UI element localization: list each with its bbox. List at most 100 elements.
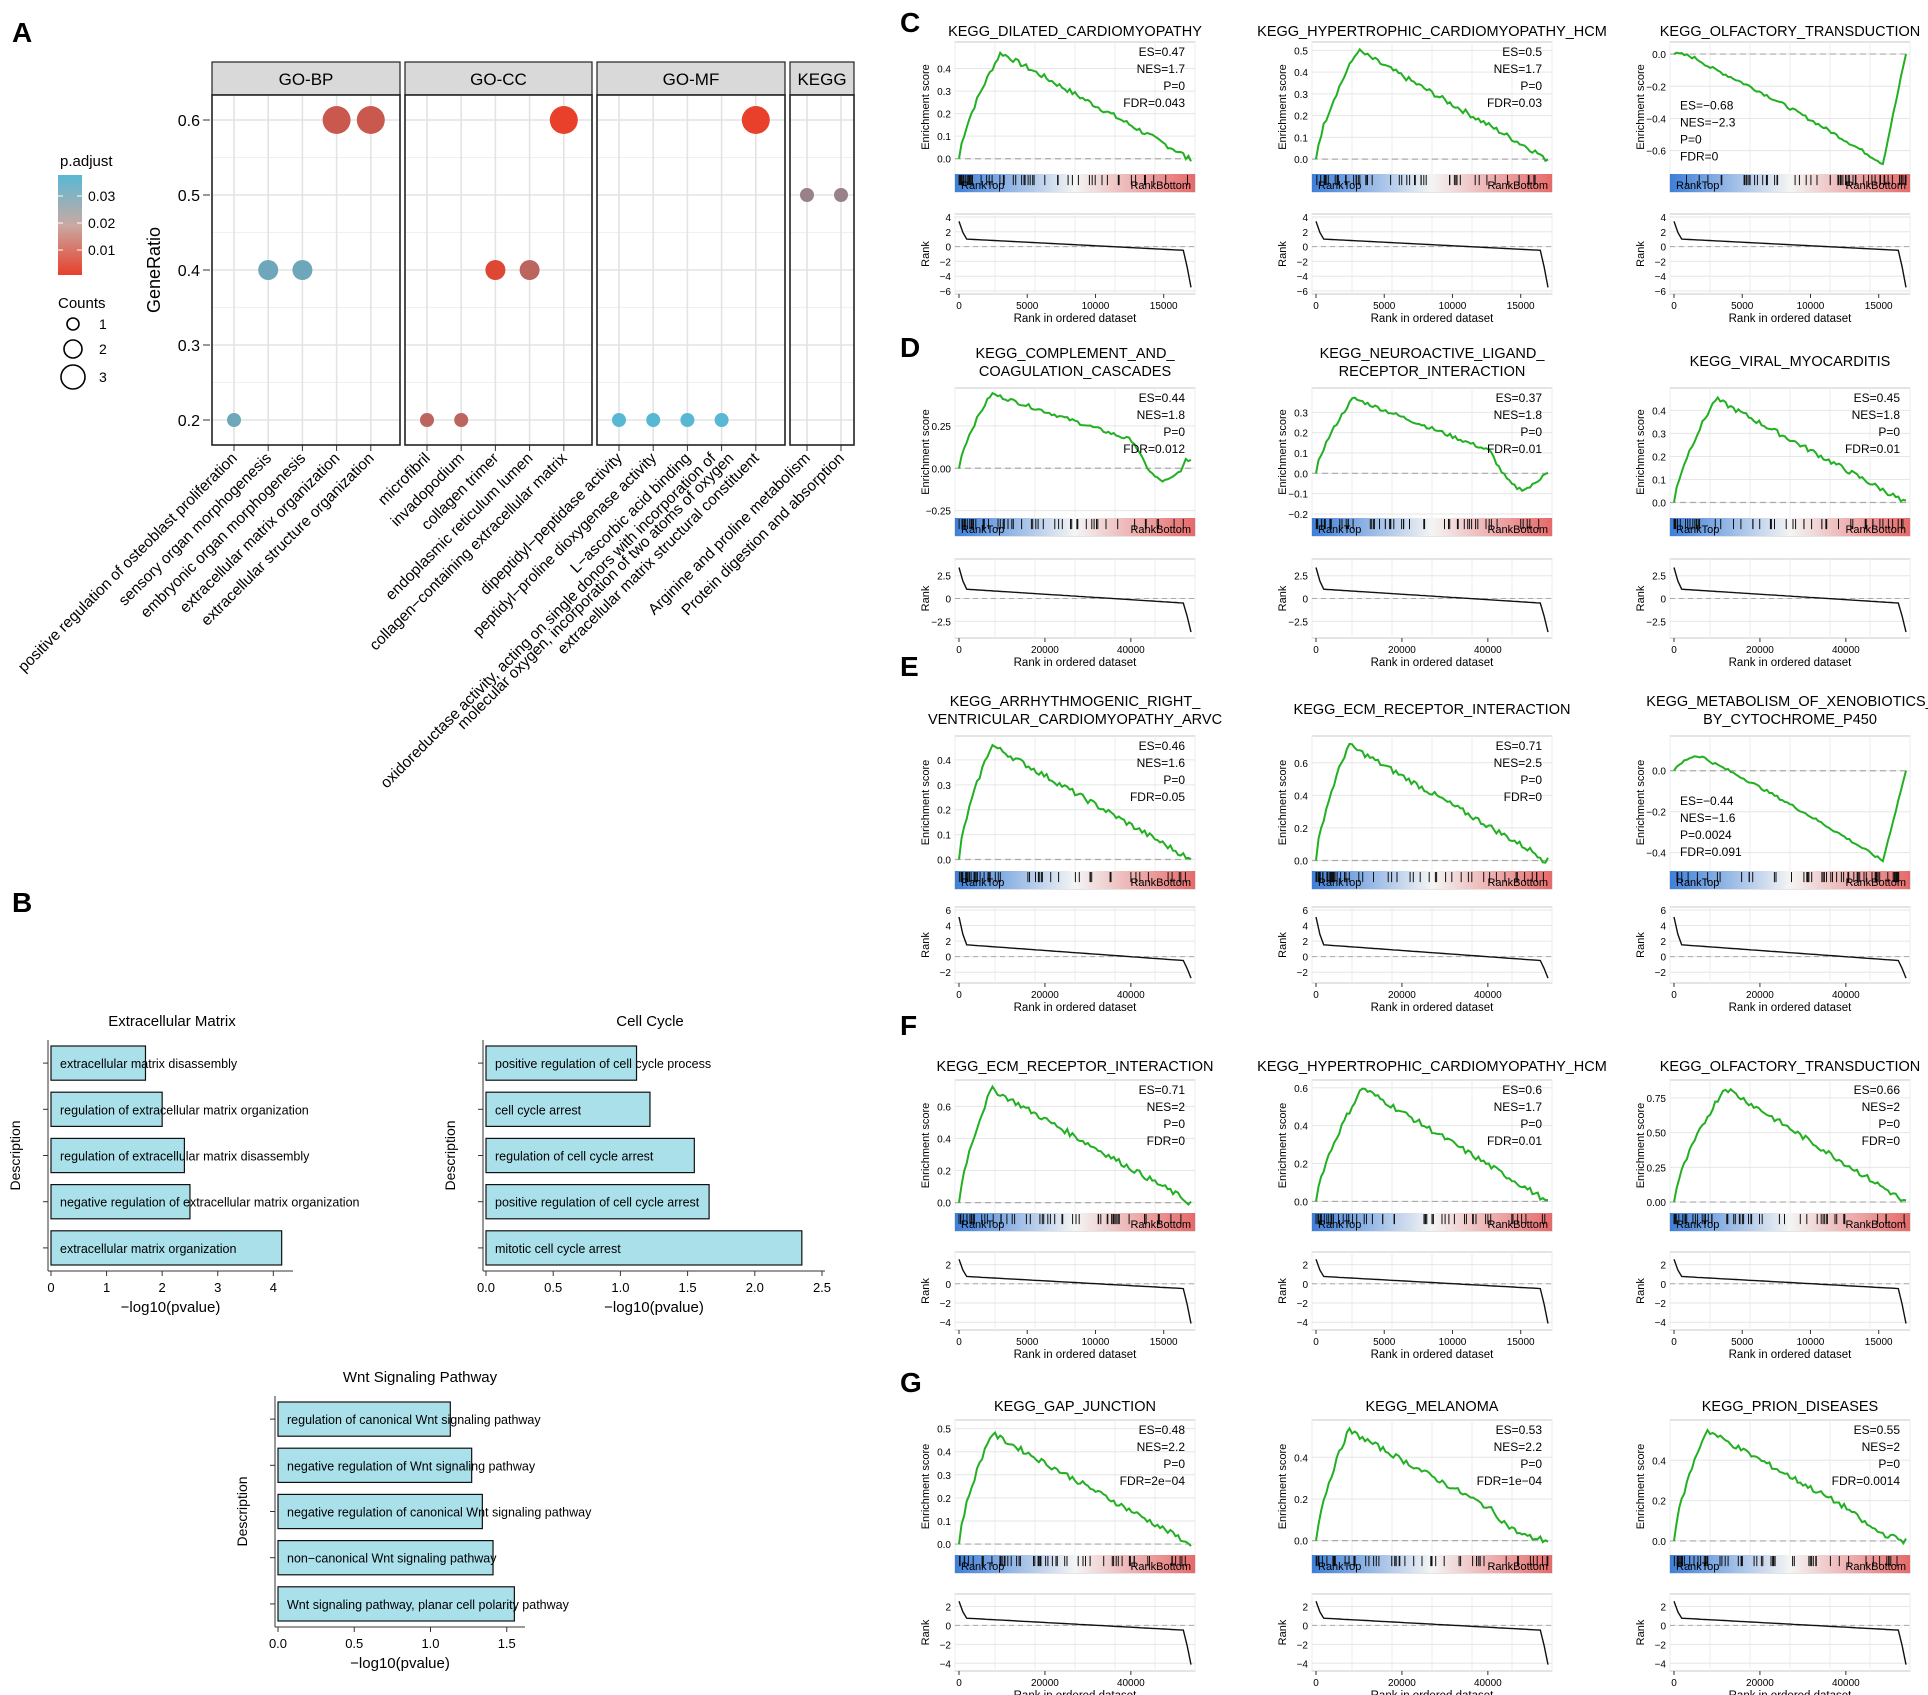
gsea-ytick-label: 0.2: [1294, 1160, 1308, 1171]
gsea-gene-ticks: [1676, 872, 1900, 883]
gsea-xtick-label: 20000: [1746, 990, 1774, 1001]
gsea-xtick-label: 0: [956, 1337, 962, 1348]
gsea-xtick-label: 40000: [1117, 645, 1145, 656]
gsea-ytick-label: 0.75: [1647, 1094, 1667, 1105]
gsea-rank-ytick-label: 0: [1660, 243, 1666, 254]
gsea-ranktop-label: RankTop: [961, 524, 1004, 536]
gsea-gene-ticks: [1316, 175, 1536, 186]
gsea-ytick-label: 0.1: [937, 132, 951, 143]
gsea-ranktop-label: RankTop: [1676, 877, 1719, 889]
gsea-stat: ES=0.37: [1496, 391, 1543, 405]
gsea-rank-curve: [1315, 567, 1549, 633]
gsea-xtick-label: 15000: [1865, 1337, 1893, 1348]
gsea-stat: ES=0.6: [1502, 1083, 1542, 1097]
gsea-title: KEGG_OLFACTORY_TRANSDUCTION: [1660, 1059, 1921, 1075]
gsea-xtick-label: 15000: [1865, 301, 1893, 312]
barplot-xtick-label: 2.0: [746, 1280, 764, 1295]
gsea-es-ylabel: Enrichment score: [1277, 64, 1289, 150]
gsea-rank-curve: [958, 567, 1192, 633]
gsea-rank-curve: [958, 916, 1192, 979]
gsea-rank-ylabel: Rank: [1277, 1278, 1289, 1304]
gsea-es-ylabel: Enrichment score: [1277, 409, 1289, 495]
gsea-ytick-label: 0.1: [937, 1517, 951, 1528]
gsea-xtick-label: 15000: [1150, 301, 1178, 312]
bar: [485, 1137, 695, 1174]
gsea-xtick-label: 0: [1671, 301, 1677, 312]
gsea-stat: NES=1.7: [1494, 1100, 1543, 1114]
gsea-rank-ytick-label: 2: [1660, 937, 1666, 948]
gsea-xtick-label: 40000: [1832, 1678, 1860, 1689]
gsea-rank-ytick-label: 2.5: [1652, 572, 1666, 583]
gsea-gene-ticks: [1315, 1556, 1549, 1567]
barplot-xtick-label: 2.5: [813, 1280, 831, 1295]
barplot-ylabel: Description: [442, 1120, 458, 1190]
gsea-es-curve: [1673, 755, 1907, 863]
bar-label: extracellular matrix organization: [60, 1242, 237, 1256]
gsea-rankbottom-label: RankBottom: [1487, 1219, 1548, 1231]
gsea-ytick-label: 0.00: [1647, 1198, 1667, 1209]
dot-8: [519, 260, 540, 280]
legend-colorbar: [58, 175, 82, 275]
gsea-es-curve: [1673, 1087, 1907, 1203]
gsea-rank-ytick-label: −4: [940, 1659, 952, 1670]
gsea-stat: NES=2: [1862, 1440, 1901, 1454]
gsea-rankbottom-label: RankBottom: [1487, 180, 1548, 192]
legend-size-key: [63, 339, 83, 359]
gsea-xtick-label: 10000: [1439, 301, 1467, 312]
bar: [50, 1045, 147, 1081]
gsea-xtick-label: 5000: [1731, 1337, 1754, 1348]
gsea-stat: ES=0.47: [1139, 45, 1186, 59]
barplot-xlabel: −log10(pvalue): [604, 1299, 704, 1316]
gsea-plot-kegg-viral-myocarditis: KEGG_VIRAL_MYOCARDITIS 0.0 0.1 0.2 0.3 0.4 ES=…: [1635, 354, 1911, 669]
gsea-ytick-label: 0.0: [1294, 469, 1308, 480]
panel-label-c: C: [900, 7, 920, 38]
gsea-rank-ytick-label: 6: [1302, 906, 1308, 917]
bar: [277, 1447, 473, 1483]
gsea-title: KEGG_MELANOMA: [1366, 1399, 1499, 1415]
gsea-stat: ES=0.66: [1854, 1083, 1901, 1097]
bar-label: regulation of extracellular matrix disas…: [60, 1150, 310, 1164]
gsea-rankbottom-label: RankBottom: [1130, 1561, 1191, 1573]
gsea-rank-ylabel: Rank: [1635, 585, 1647, 611]
gsea-stat: P=0: [1163, 425, 1185, 439]
dotplot-go-kegg: GeneRatio 0.2 0.3 0.4 0.5 0.6 GO-BP GO-CC GO-MF K…: [15, 61, 855, 792]
gsea-ytick-label: 0.2: [1652, 452, 1666, 463]
dot-15: [800, 188, 814, 202]
bar-label: negative regulation of canonical Wnt sig…: [287, 1506, 592, 1520]
gsea-stat: P=0: [1163, 1457, 1185, 1471]
gsea-ytick-label: 0.4: [1294, 68, 1308, 79]
gsea-rank-curve: [958, 1259, 1192, 1324]
gsea-rank-ytick-label: 2: [1302, 228, 1308, 239]
gsea-ytick-label: 0.0: [1294, 856, 1308, 867]
gsea-stat: FDR=0: [1147, 1134, 1186, 1148]
gsea-ytick-label: 0.1: [1294, 133, 1308, 144]
gsea-stat: NES=1.6: [1137, 756, 1186, 770]
gsea-ytick-label: 0.4: [1294, 1453, 1308, 1464]
gsea-gene-ticks: [1673, 1214, 1905, 1225]
gsea-es-ylabel: Enrichment score: [920, 1444, 932, 1530]
gsea-rankbottom-label: RankBottom: [1487, 524, 1548, 536]
gsea-xtick-label: 40000: [1832, 645, 1860, 656]
gsea-rank-ytick-label: −2: [1297, 257, 1309, 268]
gsea-rank-ylabel: Rank: [920, 585, 932, 611]
gsea-stat: FDR=2e−04: [1120, 1474, 1186, 1488]
gsea-rank-ylabel: Rank: [1277, 241, 1289, 267]
gsea-rankbottom-label: RankBottom: [1845, 877, 1906, 889]
gsea-rank-ytick-label: 0: [945, 1621, 951, 1632]
gsea-rank-bar: [955, 174, 1195, 192]
barplot-xlabel: −log10(pvalue): [350, 1655, 450, 1672]
dotplot-ytick-label: 0.4: [178, 263, 200, 280]
gsea-xtick-label: 20000: [1746, 645, 1774, 656]
bar-label: regulation of extracellular matrix organ…: [60, 1103, 309, 1117]
gsea-ytick-label: 0.3: [937, 1471, 951, 1482]
gsea-ytick-label: 0.4: [937, 1448, 951, 1459]
gsea-rank-ytick-label: −2: [940, 1640, 952, 1651]
gsea-stat: P=0: [1163, 79, 1185, 93]
gsea-rank-ylabel: Rank: [1635, 241, 1647, 267]
gsea-xtick-label: 20000: [1031, 645, 1059, 656]
gsea-stat: FDR=1e−04: [1477, 1474, 1543, 1488]
gsea-stat: ES=0.53: [1496, 1423, 1543, 1437]
barplot-xtick-label: 0.0: [477, 1280, 495, 1295]
bar: [277, 1539, 494, 1576]
gsea-rankbottom-label: RankBottom: [1845, 1561, 1906, 1573]
